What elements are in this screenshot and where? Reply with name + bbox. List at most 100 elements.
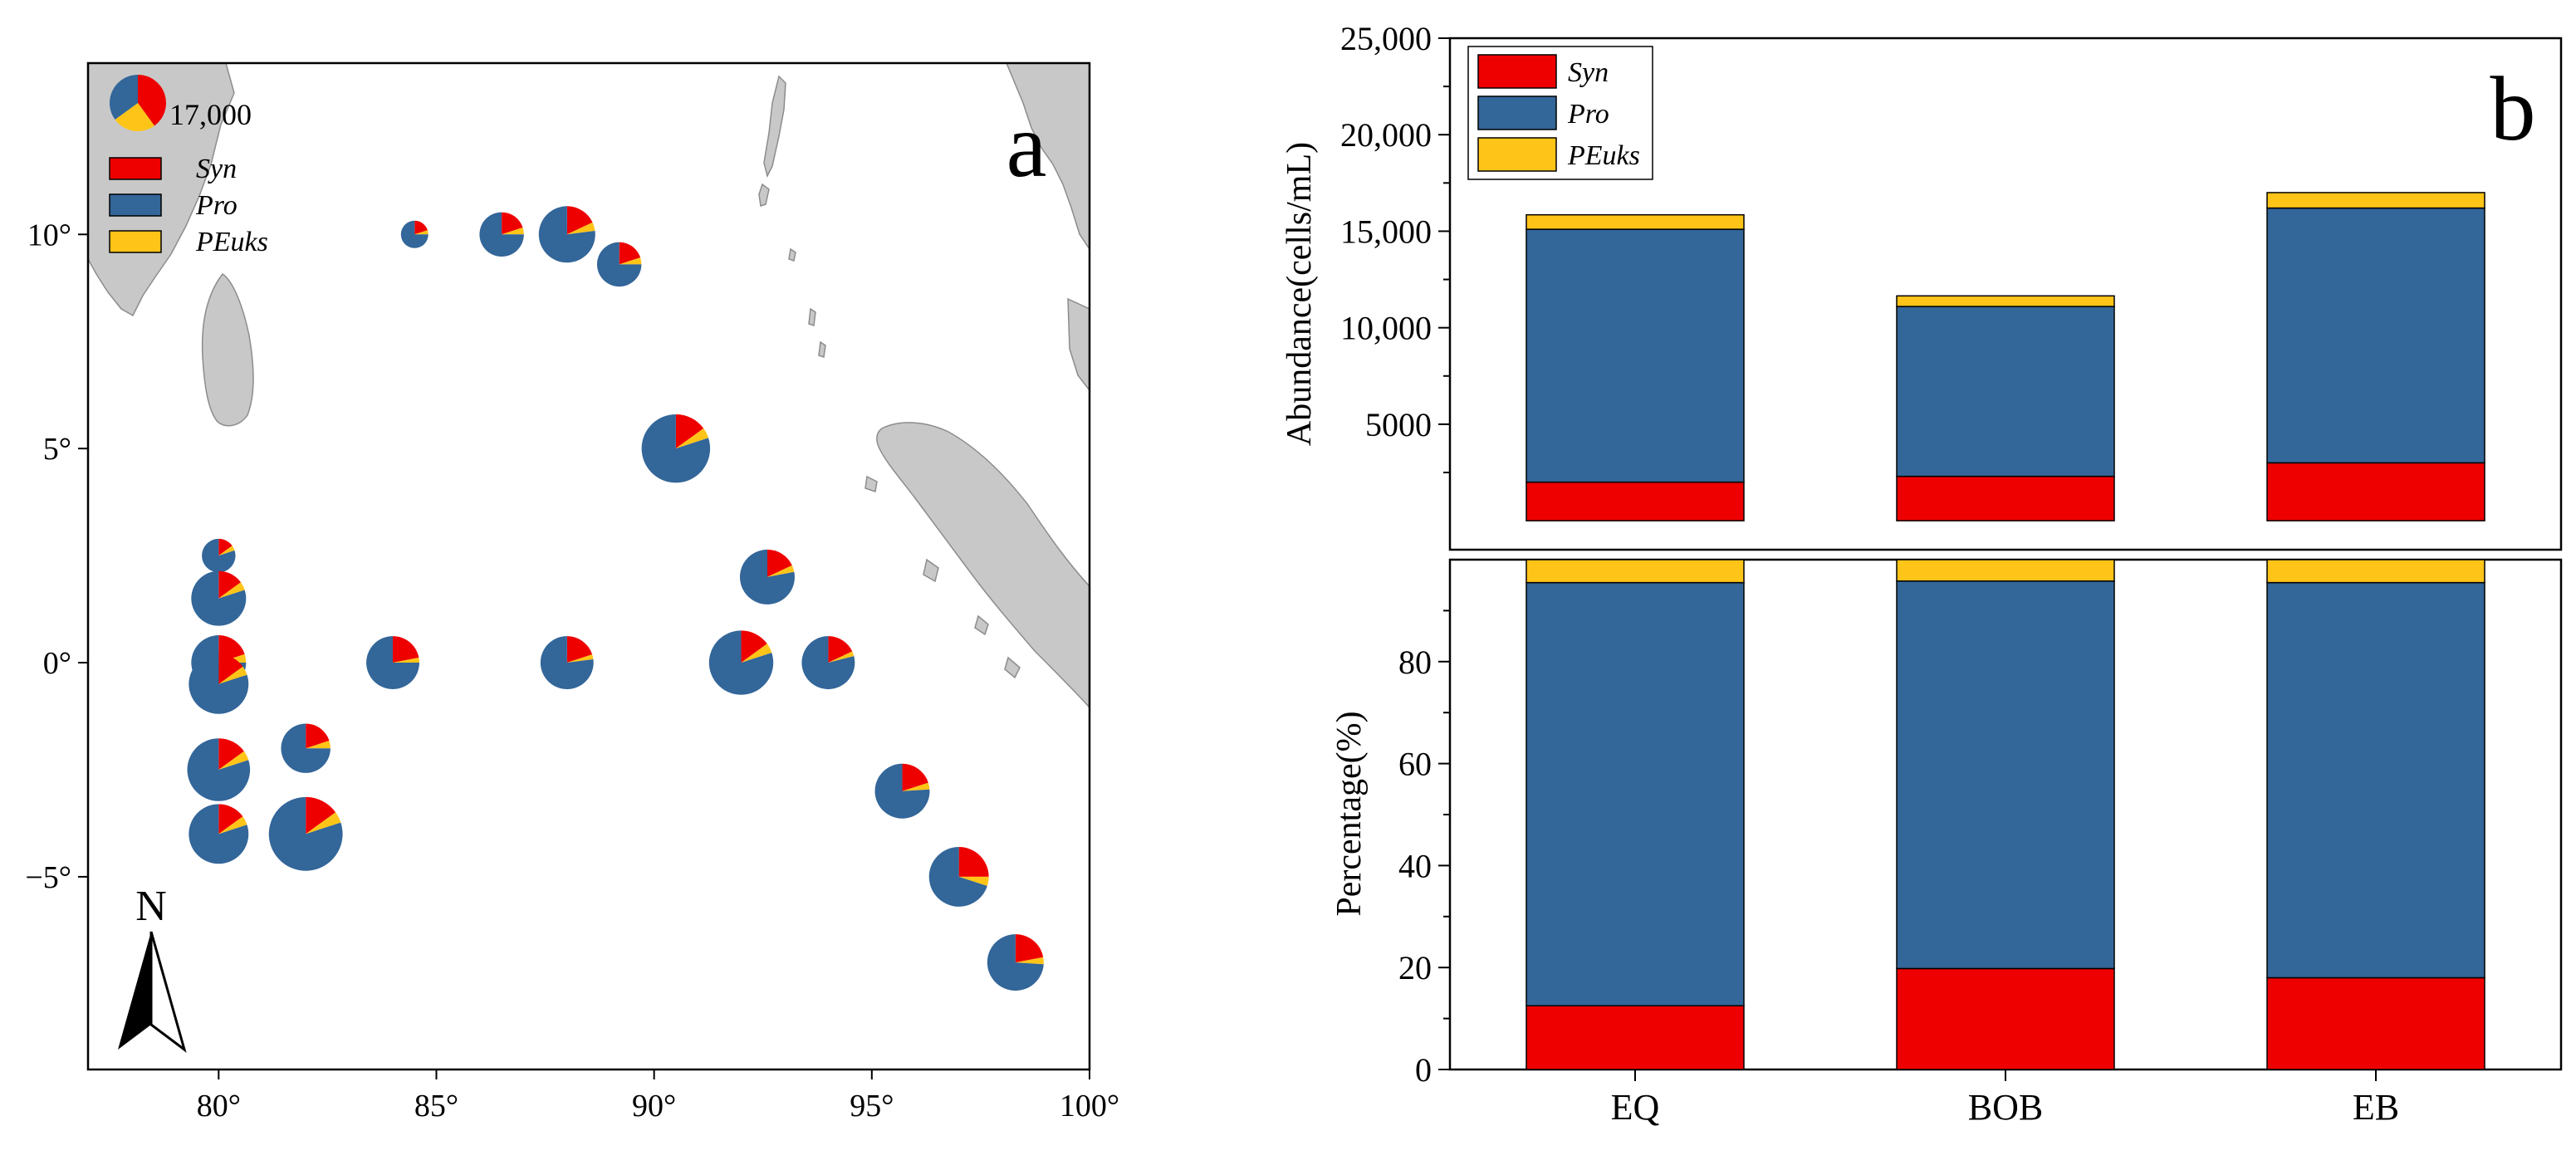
map-y-tick-label: −5° xyxy=(25,860,71,895)
north-arrow-icon xyxy=(118,932,151,1050)
station-pie xyxy=(366,636,419,689)
bottom-y-tick-label: 0 xyxy=(1415,1051,1432,1089)
top-bar-pro xyxy=(1896,306,2115,477)
map-y-tick-label: 5° xyxy=(43,432,71,467)
pie-slice-peuks xyxy=(741,644,772,663)
pie-slice-syn xyxy=(306,796,336,835)
pie-slice-peuks xyxy=(306,741,331,749)
pie-slice-syn xyxy=(1015,934,1044,963)
map-x-tick-label: 80° xyxy=(197,1089,241,1123)
bottom-y-tick-label: 80 xyxy=(1398,644,1432,681)
panel-letter-b: b xyxy=(2490,58,2536,159)
station-pie xyxy=(987,934,1044,991)
station-pie xyxy=(281,723,331,773)
pie-slice-syn xyxy=(218,570,241,599)
pie-slice-peuks xyxy=(566,654,594,663)
top-y-axis-title: Abundance(cells/mL) xyxy=(1281,142,1319,446)
station-pie xyxy=(596,242,642,287)
top-bar-peuks xyxy=(1526,213,1745,230)
top-plot-frame xyxy=(1448,37,2563,551)
pie-slice-pro xyxy=(189,653,249,714)
top-bar-pro xyxy=(2266,207,2485,464)
pie-slice-pro xyxy=(874,763,930,819)
top-y-tick-label: 10,000 xyxy=(1340,310,1432,347)
top-y-tick-label: 20,000 xyxy=(1340,116,1432,154)
pie-slice-syn xyxy=(414,220,428,235)
bar-x-tick-label: EQ xyxy=(1611,1087,1660,1128)
top-bar-stack xyxy=(1526,192,2485,521)
pie-slice-syn xyxy=(306,723,330,749)
bar-x-axis: EQ BOB EB xyxy=(1611,1069,2399,1128)
pie-slice-peuks xyxy=(414,230,429,235)
pie-slice-peuks xyxy=(306,812,341,835)
pie-slice-syn xyxy=(766,549,792,577)
land-nicobar-2 xyxy=(818,340,826,358)
land-nicobar-1 xyxy=(808,307,816,327)
station-pie xyxy=(479,212,524,257)
land-mentawai-1 xyxy=(974,614,989,636)
station-pie xyxy=(189,804,249,864)
pie-slice-peuks xyxy=(958,876,989,887)
pie-slice-peuks xyxy=(218,816,247,835)
map-frame xyxy=(86,61,1091,1071)
map-legend: 17,000 Syn Pro PEuks xyxy=(109,75,268,257)
pie-slice-syn xyxy=(218,804,243,835)
pie-slice-peuks xyxy=(902,782,930,791)
top-y-tick-label: 15,000 xyxy=(1340,213,1432,250)
map-y-tick-label: 10° xyxy=(27,218,71,252)
legend-swatch-peuks xyxy=(109,230,162,253)
map-background xyxy=(88,63,1090,1069)
bottom-bar-syn xyxy=(2266,976,2485,1070)
pie-slice-peuks xyxy=(1015,957,1044,965)
pie-slice-syn xyxy=(619,242,641,265)
station-pie xyxy=(874,763,930,819)
bar-legend: Syn Pro PEuks xyxy=(1467,46,1653,180)
pie-slice-peuks xyxy=(675,428,709,449)
legend-swatch-pro xyxy=(109,193,162,217)
bar-legend-swatch-peuks xyxy=(1477,137,1557,172)
size-legend-label: 17,000 xyxy=(169,98,252,131)
bottom-bar-pro xyxy=(1896,580,2115,970)
pie-slice-syn xyxy=(566,636,593,663)
land-andaman-3 xyxy=(788,247,796,262)
bar-x-tick-label: BOB xyxy=(1968,1087,2043,1128)
bar-legend-swatch-pro xyxy=(1477,95,1557,130)
station-pie xyxy=(538,206,595,263)
bottom-bar-peuks xyxy=(1526,559,1745,584)
station-pie xyxy=(540,636,594,689)
pie-slice-syn xyxy=(958,846,989,877)
legend-label-pro: Pro xyxy=(195,190,238,221)
bar-x-tick-label: EB xyxy=(2353,1087,2399,1128)
pie-slice-peuks xyxy=(502,228,524,235)
land-simeulue xyxy=(864,475,878,492)
top-y-tick-label: 5000 xyxy=(1365,406,1432,443)
top-y-tick-label: 25,000 xyxy=(1340,20,1432,57)
pie-slice-pro xyxy=(202,538,236,573)
station-pie xyxy=(708,630,774,695)
bottom-bar-peuks xyxy=(2266,559,2485,584)
land-sri-lanka xyxy=(201,272,254,427)
bar-legend-swatch-syn xyxy=(1477,54,1557,89)
top-bar-peuks xyxy=(2266,192,2485,209)
bottom-bar-peuks xyxy=(1896,559,2115,582)
pie-slice-pro xyxy=(987,934,1044,991)
land-andaman-2 xyxy=(758,183,770,207)
bottom-y-tick-label: 60 xyxy=(1398,746,1432,783)
station-pie xyxy=(202,538,236,573)
land-peninsula xyxy=(1067,297,1090,392)
bar-legend-label-peuks: PEuks xyxy=(1567,140,1640,171)
land-nias xyxy=(923,558,939,583)
pie-slice-syn xyxy=(675,414,704,449)
bottom-y-axis: 0 20 40 60 80 xyxy=(1398,609,1450,1089)
pie-slice-pro xyxy=(110,75,138,120)
pie-slice-pro xyxy=(928,846,987,907)
station-pie xyxy=(928,846,989,907)
pie-slice-syn xyxy=(828,636,853,663)
station-pie xyxy=(801,636,855,689)
pie-slice-syn xyxy=(741,630,767,663)
pie-slice-peuks xyxy=(218,751,249,770)
legend-label-syn: Syn xyxy=(196,154,237,184)
top-y-axis: 5000 10,000 15,000 20,000 25,000 xyxy=(1340,20,1450,474)
land-mentawai-2 xyxy=(1004,656,1021,679)
